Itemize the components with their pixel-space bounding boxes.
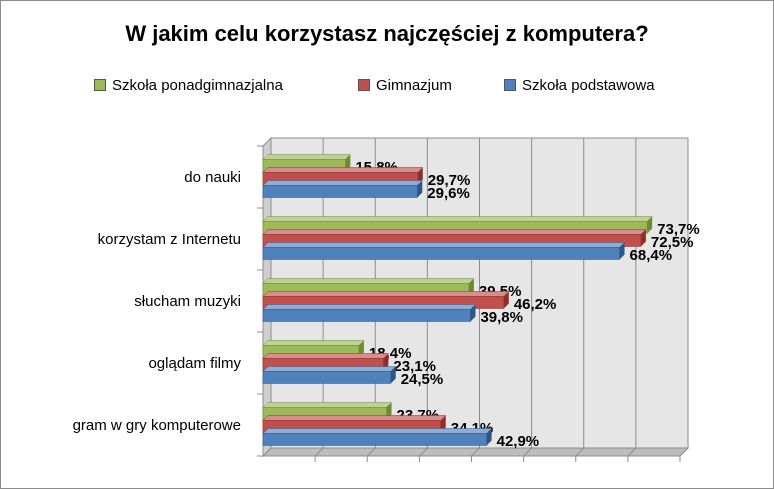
data-label: 29,7%: [428, 172, 471, 189]
legend-item-gimnazjum: Gimnazjum: [358, 77, 452, 94]
legend-swatch-green: [94, 79, 106, 91]
chart-title: W jakim celu korzystasz najczęściej z ko…: [125, 21, 649, 46]
bar-top-face: [262, 229, 647, 235]
data-label: 29,6%: [427, 185, 470, 202]
x-gridline-floor: [471, 447, 480, 457]
bar-end-face: [503, 291, 509, 309]
data-label: 42,9%: [497, 433, 540, 450]
chart-legend: Szkoła ponadgimnazjalna Gimnazjum Szkoła…: [1, 77, 773, 97]
category-label: korzystam z Internetu: [98, 231, 241, 248]
x-gridline-floor: [366, 447, 376, 457]
category-label: słucham muzyki: [134, 293, 241, 310]
legend-label-ponadgimnazjalna: Szkoła ponadgimnazjalna: [112, 77, 283, 94]
data-label: 39,8%: [480, 309, 523, 326]
bar-top-face: [262, 180, 423, 186]
bar-top-face: [262, 154, 351, 160]
bar: [262, 371, 391, 384]
bar-top-face: [262, 402, 393, 408]
category-label: oglądam filmy: [148, 355, 241, 372]
legend-item-podstawowa: Szkoła podstawowa: [504, 77, 655, 94]
bar-top-face: [262, 428, 493, 434]
data-label: 24,5%: [401, 371, 444, 388]
x-gridline-floor: [627, 447, 637, 457]
bar: [262, 433, 487, 446]
data-label: 73,7%: [657, 221, 700, 238]
legend-label-gimnazjum: Gimnazjum: [376, 77, 452, 94]
category-label: gram w gry komputerowe: [73, 417, 241, 434]
bar-top-face: [262, 167, 424, 173]
bar-end-face: [390, 366, 396, 384]
bar-top-face: [262, 415, 447, 421]
x-gridline-floor: [523, 447, 532, 457]
x-gridline-floor: [314, 447, 324, 457]
bar-top-face: [262, 216, 653, 222]
bar-top-face: [262, 242, 626, 248]
data-label: 23,1%: [393, 358, 436, 375]
x-gridline-floor: [679, 447, 689, 457]
bar-end-face: [647, 216, 653, 234]
bar-end-face: [640, 229, 646, 247]
bar-top-face: [262, 304, 477, 310]
legend-swatch-red: [358, 79, 370, 91]
legend-swatch-blue: [504, 79, 516, 91]
data-label: 46,2%: [514, 296, 557, 313]
bar-end-face: [619, 242, 625, 260]
bar-end-face: [417, 180, 423, 198]
legend-item-ponadgimnazjalna: Szkoła ponadgimnazjalna: [94, 77, 283, 94]
data-label: 68,4%: [630, 247, 673, 264]
bar-top-face: [262, 340, 365, 346]
data-label: 72,5%: [651, 234, 694, 251]
bar: [262, 185, 418, 198]
category-label: do nauki: [184, 169, 241, 186]
x-gridline-floor: [419, 447, 428, 457]
bar: [262, 309, 471, 322]
bar-end-face: [486, 428, 492, 446]
bar-end-face: [470, 304, 476, 322]
bar-top-face: [262, 366, 397, 372]
bar: [262, 247, 620, 260]
bar-top-face: [262, 291, 510, 297]
bar-top-face: [262, 278, 475, 284]
x-gridline-floor: [575, 447, 585, 457]
bar-top-face: [262, 353, 390, 359]
legend-label-podstawowa: Szkoła podstawowa: [522, 77, 655, 94]
